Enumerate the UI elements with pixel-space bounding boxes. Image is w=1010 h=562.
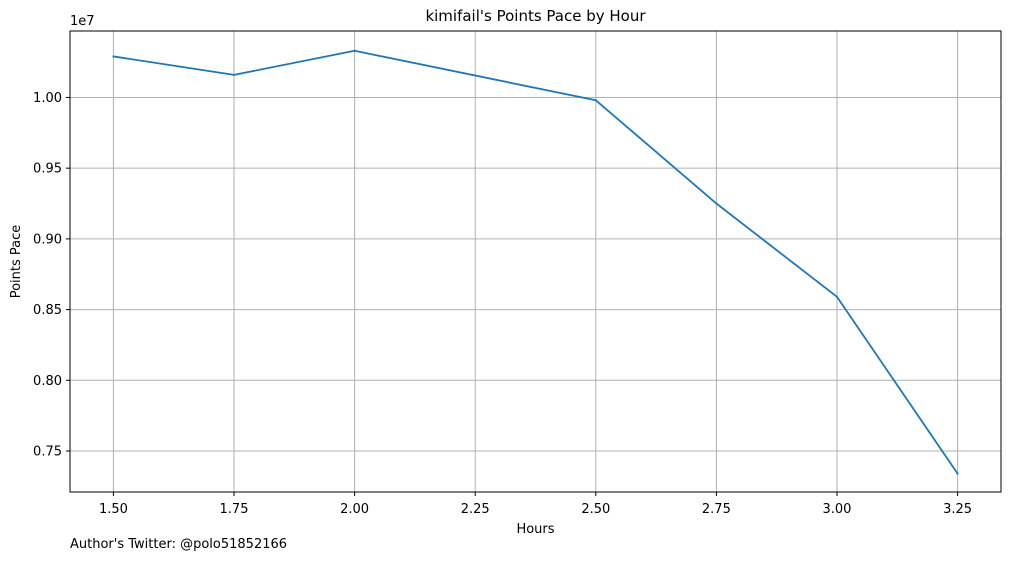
x-tick-label: 3.00 [823, 502, 852, 517]
y-tick-label: 0.80 [33, 374, 62, 389]
series-layer [112, 49, 959, 475]
x-axis-label: Hours [516, 522, 554, 537]
tick-marks [66, 96, 959, 496]
data-point [112, 55, 115, 58]
y-tick-label: 0.95 [33, 162, 62, 177]
x-tick-label: 3.25 [943, 502, 972, 517]
data-point [233, 73, 236, 76]
data-point [835, 295, 838, 298]
y-axis-offset-label: 1e7 [70, 14, 95, 29]
author-credit: Author's Twitter: @polo51852166 [70, 537, 288, 552]
x-tick-label: 1.50 [99, 502, 128, 517]
x-tick-label: 2.75 [702, 502, 731, 517]
data-point [353, 49, 356, 52]
data-point [594, 99, 597, 102]
y-tick-label: 0.75 [33, 444, 62, 459]
y-tick-label: 1.00 [33, 91, 62, 106]
x-tick-label: 2.25 [461, 502, 490, 517]
data-point [715, 202, 718, 205]
tick-labels: 1.50 1.75 2.00 2.25 2.50 2.75 3.00 3.25 0.75 0.80… [33, 91, 972, 517]
y-tick-label: 0.85 [33, 303, 62, 318]
data-point [956, 472, 959, 475]
series-line [113, 49, 959, 475]
grid-lines [70, 31, 1001, 492]
y-axis-label: Points Pace [9, 225, 24, 299]
plot-frame [69, 30, 1002, 493]
chart-title: kimifail's Points Pace by Hour [425, 7, 646, 25]
y-tick-label: 0.90 [33, 232, 62, 247]
x-tick-label: 1.75 [220, 502, 249, 517]
x-tick-label: 2.50 [581, 502, 610, 517]
x-tick-label: 2.00 [340, 502, 369, 517]
